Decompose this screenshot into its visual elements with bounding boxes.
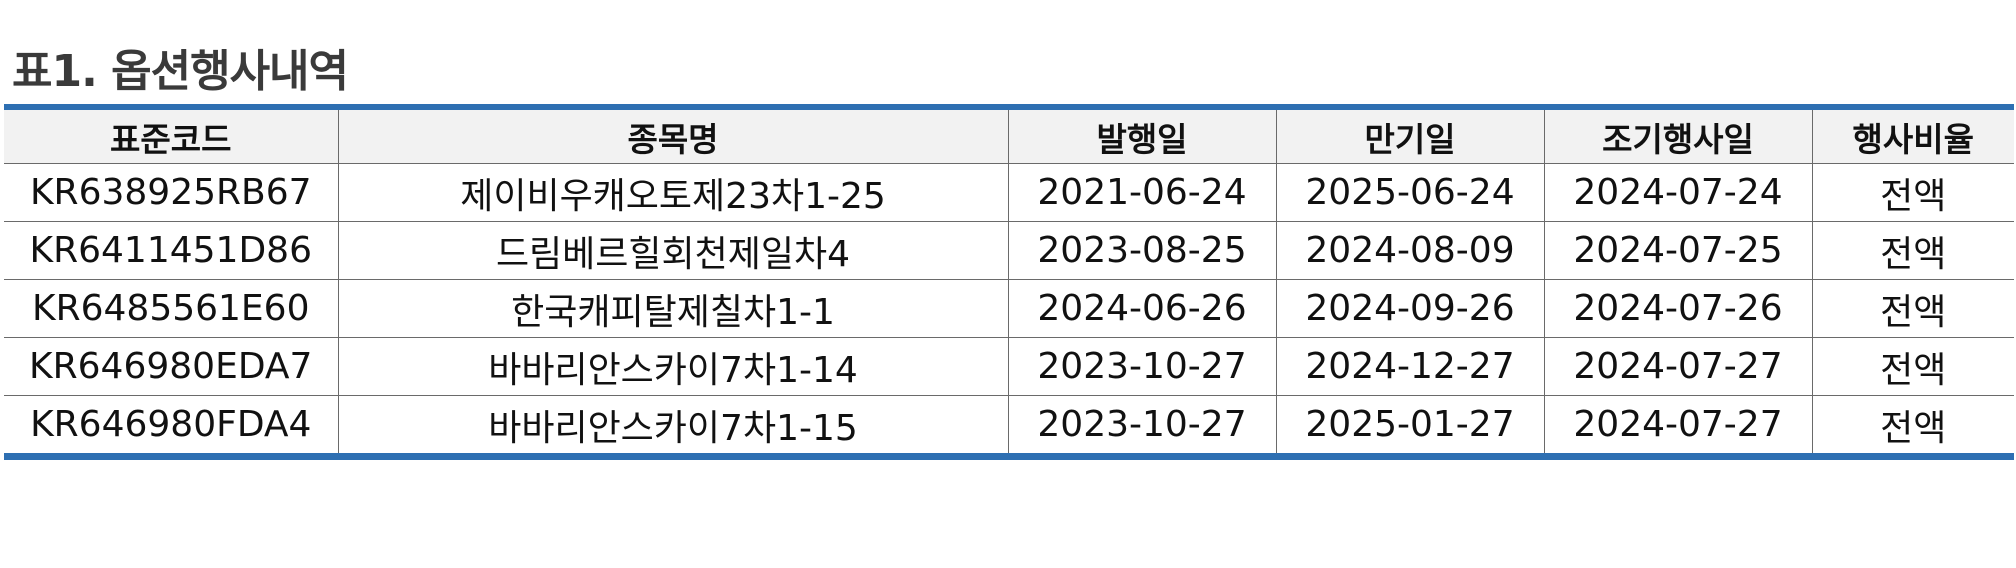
cell-issue-date: 2023-10-27 — [1007, 337, 1277, 396]
cell-issue-date: 2021-06-24 — [1007, 163, 1277, 222]
table-header-row: 표준코드 종목명 발행일 만기일 조기행사일 행사비율 — [4, 107, 2014, 164]
cell-maturity-date: 2024-08-09 — [1275, 221, 1545, 280]
header-exercise-ratio: 행사비율 — [1811, 107, 2014, 164]
cell-issue-name: 바바리안스카이7차1-15 — [337, 395, 1009, 457]
cell-issue-name: 제이비우캐오토제23차1-25 — [337, 163, 1009, 222]
cell-early-exercise-date: 2024-07-24 — [1543, 163, 1813, 222]
cell-early-exercise-date: 2024-07-26 — [1543, 279, 1813, 338]
cell-maturity-date: 2024-12-27 — [1275, 337, 1545, 396]
header-issue-date: 발행일 — [1007, 107, 1277, 164]
cell-standard-code: KR638925RB67 — [4, 163, 339, 222]
cell-maturity-date: 2025-06-24 — [1275, 163, 1545, 222]
cell-standard-code: KR646980FDA4 — [4, 395, 339, 457]
cell-early-exercise-date: 2024-07-25 — [1543, 221, 1813, 280]
table-row: KR6485561E60 한국캐피탈제칠차1-1 2024-06-26 2024… — [4, 279, 2014, 338]
header-standard-code: 표준코드 — [4, 107, 339, 164]
cell-exercise-ratio: 전액 — [1811, 395, 2014, 457]
cell-exercise-ratio: 전액 — [1811, 163, 2014, 222]
table-row: KR646980FDA4 바바리안스카이7차1-15 2023-10-27 20… — [4, 395, 2014, 457]
cell-exercise-ratio: 전액 — [1811, 279, 2014, 338]
option-exercise-table: 표준코드 종목명 발행일 만기일 조기행사일 행사비율 KR638925RB67… — [4, 104, 2014, 460]
cell-maturity-date: 2024-09-26 — [1275, 279, 1545, 338]
cell-exercise-ratio: 전액 — [1811, 337, 2014, 396]
cell-early-exercise-date: 2024-07-27 — [1543, 395, 1813, 457]
cell-issue-date: 2023-08-25 — [1007, 221, 1277, 280]
table-caption: 표1. 옵션행사내역 — [12, 46, 349, 97]
cell-standard-code: KR646980EDA7 — [4, 337, 339, 396]
cell-early-exercise-date: 2024-07-27 — [1543, 337, 1813, 396]
cell-issue-name: 바바리안스카이7차1-14 — [337, 337, 1009, 396]
table-row: KR6411451D86 드림베르힐회천제일차4 2023-08-25 2024… — [4, 221, 2014, 280]
header-early-exercise-date: 조기행사일 — [1543, 107, 1813, 164]
cell-issue-name: 드림베르힐회천제일차4 — [337, 221, 1009, 280]
table-row: KR646980EDA7 바바리안스카이7차1-14 2023-10-27 20… — [4, 337, 2014, 396]
cell-issue-date: 2024-06-26 — [1007, 279, 1277, 338]
cell-exercise-ratio: 전액 — [1811, 221, 2014, 280]
cell-issue-date: 2023-10-27 — [1007, 395, 1277, 457]
option-exercise-table-container: 표준코드 종목명 발행일 만기일 조기행사일 행사비율 KR638925RB67… — [4, 104, 2014, 460]
table-row: KR638925RB67 제이비우캐오토제23차1-25 2021-06-24 … — [4, 163, 2014, 222]
header-maturity-date: 만기일 — [1275, 107, 1545, 164]
cell-maturity-date: 2025-01-27 — [1275, 395, 1545, 457]
cell-issue-name: 한국캐피탈제칠차1-1 — [337, 279, 1009, 338]
header-issue-name: 종목명 — [337, 107, 1009, 164]
cell-standard-code: KR6485561E60 — [4, 279, 339, 338]
cell-standard-code: KR6411451D86 — [4, 221, 339, 280]
